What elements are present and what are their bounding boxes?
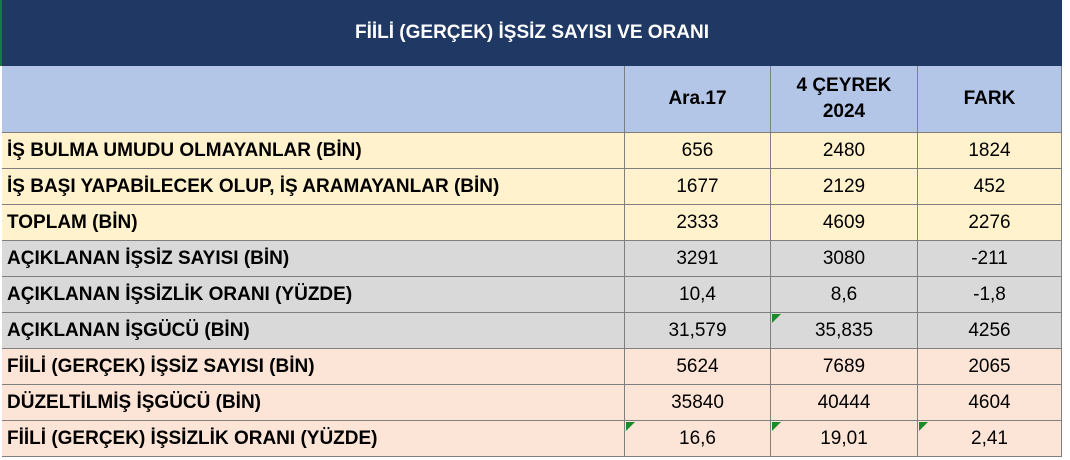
value-cell: 16,6 [625,421,771,457]
value-cell: 2129 [771,169,918,205]
value-cell: 2480 [771,133,918,169]
value-cell: 656 [625,133,771,169]
table-title: FİİLİ (GERÇEK) İŞSİZ SAYISI VE ORANI [2,0,1062,66]
value-cell: 2276 [918,205,1062,241]
row-label: AÇIKLANAN İŞSİZLİK ORANI (YÜZDE) [2,277,625,313]
cell-marker [919,422,928,431]
row-label: İŞ BULMA UMUDU OLMAYANLAR (BİN) [2,133,625,169]
value-cell: -1,8 [918,277,1062,313]
value-cell: 1677 [625,169,771,205]
value-cell: 7689 [771,349,918,385]
value-cell: 2,41 [918,421,1062,457]
value-cell: 2333 [625,205,771,241]
value-cell: 40444 [771,385,918,421]
value-cell: 35840 [625,385,771,421]
row-label: AÇIKLANAN İŞSİZ SAYISI (BİN) [2,241,625,277]
row-label: DÜZELTİLMİŞ İŞGÜCÜ (BİN) [2,385,625,421]
row-label: FİİLİ (GERÇEK) İŞSİZLİK ORANI (YÜZDE) [2,421,625,457]
value-cell: 3080 [771,241,918,277]
value-cell: -211 [918,241,1062,277]
value-cell: 8,6 [771,277,918,313]
cell-marker [772,422,781,431]
column-header: FARK [918,66,1062,133]
value-cell: 3291 [625,241,771,277]
row-label: İŞ BAŞI YAPABİLECEK OLUP, İŞ ARAMAYANLAR… [2,169,625,205]
column-header: Ara.17 [625,66,771,133]
column-header: 4 ÇEYREK 2024 [771,66,918,133]
value-cell: 19,01 [771,421,918,457]
row-label: FİİLİ (GERÇEK) İŞSİZ SAYISI (BİN) [2,349,625,385]
value-cell: 10,4 [625,277,771,313]
value-cell: 4609 [771,205,918,241]
value-cell: 35,835 [771,313,918,349]
value-cell: 452 [918,169,1062,205]
value-cell: 5624 [625,349,771,385]
value-cell: 4256 [918,313,1062,349]
cell-marker [772,314,781,323]
cell-marker [626,422,635,431]
edge [0,0,2,66]
value-cell: 4604 [918,385,1062,421]
value-cell: 31,579 [625,313,771,349]
value-cell: 1824 [918,133,1062,169]
row-label: AÇIKLANAN İŞGÜCÜ (BİN) [2,313,625,349]
value-cell: 2065 [918,349,1062,385]
header-blank [2,66,625,133]
row-label: TOPLAM (BİN) [2,205,625,241]
